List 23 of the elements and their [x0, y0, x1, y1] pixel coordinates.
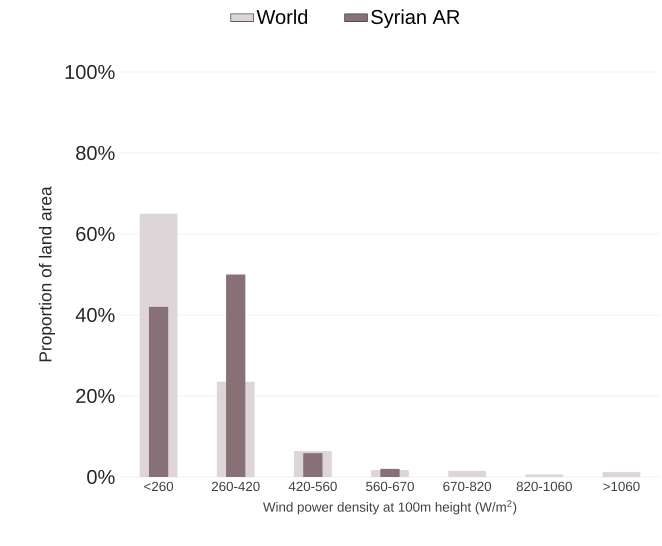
- legend-label: World: [256, 9, 308, 24]
- x-tick-label: 820-1060: [516, 482, 572, 492]
- bar: [148, 306, 168, 477]
- x-tick-label: 670-820: [443, 482, 492, 492]
- y-tick-label: 60%: [76, 226, 115, 242]
- x-tick-label: 260-420: [212, 482, 260, 492]
- x-tick-label: 560-670: [366, 482, 414, 492]
- y-tick-label: 40%: [76, 308, 115, 322]
- x-tick-label: >1060: [603, 482, 640, 492]
- y-tick-label: 20%: [76, 388, 115, 404]
- bar: [602, 472, 640, 477]
- y-axis-title: Proportion of land area: [38, 186, 55, 362]
- x-axis-title: Wind power density at 100m height (W/m$^{2}$): [263, 500, 516, 514]
- y-tick-label: 0%: [87, 470, 115, 484]
- bar: [448, 470, 486, 477]
- x-tick-label: <260: [144, 482, 174, 492]
- bar: [380, 468, 400, 477]
- y-tick-label: 80%: [76, 146, 115, 160]
- bar: [303, 453, 322, 477]
- legend-label: Syrian AR: [371, 9, 460, 28]
- bar: [226, 274, 246, 477]
- x-tick-label: 420-560: [288, 482, 337, 492]
- y-tick-label: 100%: [66, 64, 115, 80]
